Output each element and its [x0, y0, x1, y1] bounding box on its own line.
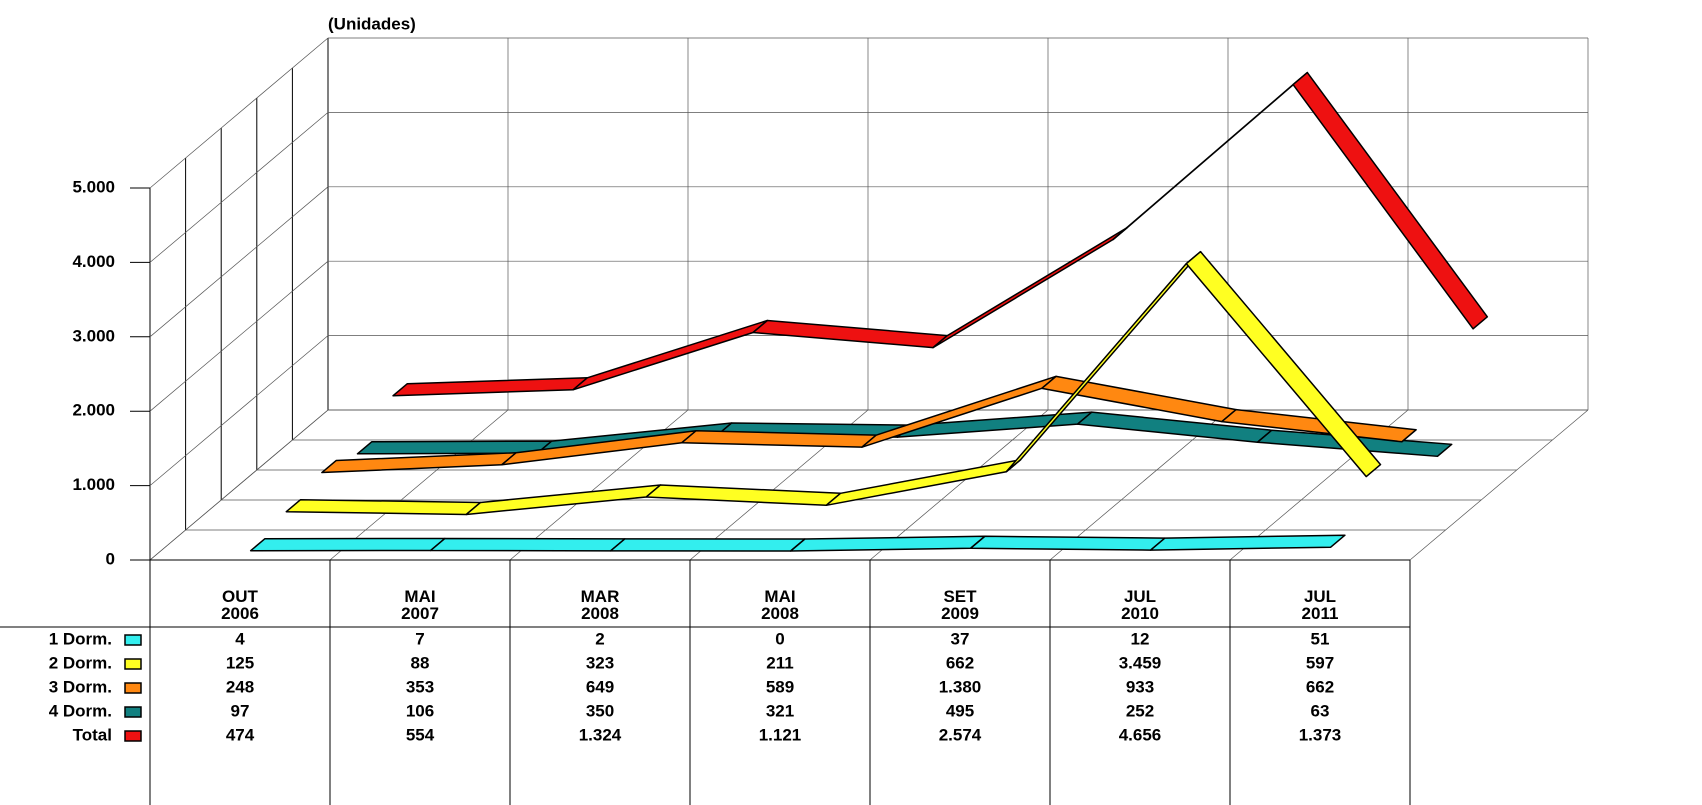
ribbon-segment	[321, 451, 517, 474]
ribbon-segment	[969, 535, 1166, 551]
chart-title: (Unidades)	[328, 14, 416, 33]
ribbon-segment	[825, 458, 1022, 507]
table-cell: 1.373	[1299, 725, 1342, 744]
table-cell: 1.121	[759, 725, 802, 744]
floor-depth-line	[1409, 409, 1589, 561]
legend-label: 4 Dorm.	[49, 701, 112, 720]
table-cell: 248	[226, 677, 254, 696]
table-cell: 554	[406, 725, 435, 744]
legend-swatch	[124, 730, 142, 742]
table-cell: 125	[226, 653, 254, 672]
y-tick-label: 3.000	[72, 326, 115, 345]
table-cell: 1.380	[939, 677, 982, 696]
legend-label: 3 Dorm.	[49, 677, 112, 696]
table-cell: 7	[415, 629, 424, 648]
table-cell: 97	[231, 701, 250, 720]
legend-swatch	[124, 634, 142, 646]
ribbon-segment	[789, 535, 986, 552]
table-cell: 2	[595, 629, 604, 648]
floor-depth-line	[869, 409, 1049, 561]
x-tick-label: MAI 2007	[401, 587, 439, 623]
legend-swatch	[124, 682, 142, 694]
table-cell: 474	[226, 725, 255, 744]
legend-label: 1 Dorm.	[49, 629, 112, 648]
table-cell: 1.324	[579, 725, 622, 744]
table-cell: 4.656	[1119, 725, 1162, 744]
x-tick-label: JUL 2011	[1302, 587, 1339, 623]
y-tick-label: 0	[106, 549, 115, 568]
table-cell: 649	[586, 677, 614, 696]
ribbon-segment	[609, 538, 806, 552]
table-cell: 12	[1131, 629, 1150, 648]
table-cell: 252	[1126, 701, 1154, 720]
ribbon-segment	[752, 319, 949, 349]
legend-label: 2 Dorm.	[49, 653, 112, 672]
table-cell: 353	[406, 677, 434, 696]
table-cell: 589	[766, 677, 794, 696]
legend-swatch	[124, 706, 142, 718]
table-cell: 3.459	[1119, 653, 1162, 672]
table-cell: 2.574	[939, 725, 982, 744]
ribbon-segment	[572, 319, 769, 391]
x-tick-label: OUT 2006	[221, 587, 259, 623]
x-tick-label: MAI 2008	[761, 587, 799, 623]
ribbon-segment	[861, 375, 1057, 448]
ribbon-segment	[645, 484, 842, 507]
y-tick-label: 1.000	[72, 475, 115, 494]
y-tick-label: 4.000	[72, 252, 115, 271]
table-cell: 4	[235, 629, 245, 648]
table-cell: 211	[766, 653, 793, 672]
table-cell: 495	[946, 701, 974, 720]
x-tick-label: JUL 2010	[1121, 587, 1159, 623]
floor-depth-line	[329, 409, 509, 561]
table-cell: 0	[775, 629, 784, 648]
ribbon-segment	[249, 537, 446, 552]
ribbon-segment	[392, 377, 589, 397]
ribbon-segment	[285, 498, 482, 516]
ribbon-segment	[1149, 534, 1346, 551]
legend-swatch	[124, 658, 142, 670]
grid-line	[149, 409, 329, 561]
ribbon-segment	[1112, 71, 1309, 241]
x-tick-label: SET 2009	[941, 587, 979, 623]
table-cell: 597	[1306, 653, 1334, 672]
table-cell: 323	[586, 653, 614, 672]
grid-line	[149, 186, 329, 338]
grid-line	[149, 37, 329, 189]
table-cell: 106	[406, 701, 434, 720]
table-cell: 662	[946, 653, 974, 672]
y-tick-label: 5.000	[72, 177, 115, 196]
x-tick-label: MAR 2008	[581, 587, 620, 623]
table-cell: 321	[766, 701, 794, 720]
table-cell: 37	[951, 629, 970, 648]
table-cell: 933	[1126, 677, 1154, 696]
grid-line	[149, 112, 329, 263]
ribbon-segment	[932, 226, 1129, 349]
table-cell: 662	[1306, 677, 1334, 696]
grid-line	[149, 260, 329, 412]
grid-line	[149, 335, 329, 486]
ribbon-segment	[429, 537, 626, 552]
table-cell: 51	[1311, 629, 1330, 648]
ribbon-segment	[1185, 250, 1382, 478]
ribbon-segment	[1292, 71, 1489, 330]
table-cell: 350	[586, 701, 614, 720]
legend-label: Total	[73, 725, 112, 744]
y-tick-label: 2.000	[72, 401, 115, 420]
table-cell: 63	[1311, 701, 1330, 720]
table-cell: 88	[411, 653, 430, 672]
